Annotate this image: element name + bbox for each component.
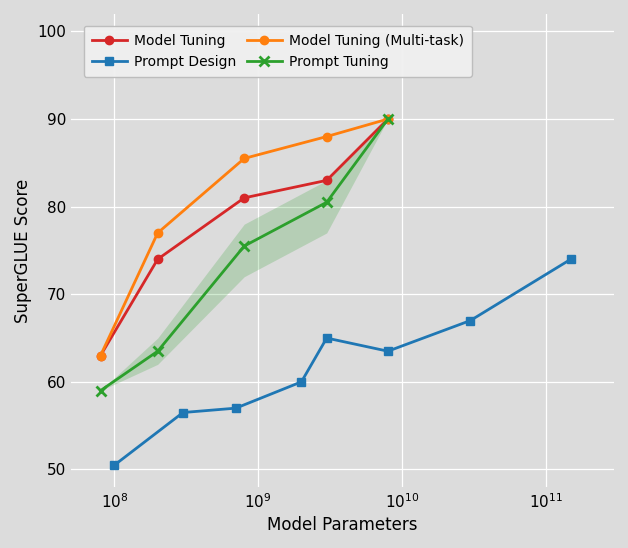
Model Tuning	[323, 177, 330, 184]
Prompt Design	[298, 379, 305, 385]
Line: Prompt Tuning: Prompt Tuning	[95, 114, 392, 396]
Model Tuning (Multi-task)	[154, 230, 161, 236]
Prompt Tuning	[323, 199, 330, 206]
Prompt Tuning	[154, 348, 161, 355]
Line: Model Tuning (Multi-task): Model Tuning (Multi-task)	[96, 115, 392, 359]
Prompt Design	[467, 317, 474, 324]
Model Tuning	[154, 256, 161, 262]
Line: Prompt Design: Prompt Design	[111, 255, 575, 469]
Model Tuning (Multi-task)	[323, 133, 330, 140]
X-axis label: Model Parameters: Model Parameters	[268, 516, 418, 534]
Prompt Tuning	[241, 243, 248, 249]
Legend: Model Tuning, Prompt Design, Model Tuning (Multi-task), Prompt Tuning: Model Tuning, Prompt Design, Model Tunin…	[84, 26, 472, 77]
Prompt Design	[232, 405, 240, 412]
Prompt Design	[111, 462, 118, 469]
Model Tuning (Multi-task)	[384, 116, 392, 122]
Line: Model Tuning: Model Tuning	[96, 115, 392, 359]
Prompt Tuning	[97, 387, 104, 394]
Prompt Design	[384, 348, 392, 355]
Model Tuning (Multi-task)	[97, 352, 104, 359]
Model Tuning	[384, 116, 392, 122]
Model Tuning	[241, 195, 248, 201]
Prompt Design	[179, 409, 187, 416]
Prompt Tuning	[384, 116, 392, 122]
Model Tuning	[97, 352, 104, 359]
Y-axis label: SuperGLUE Score: SuperGLUE Score	[14, 178, 32, 323]
Prompt Design	[323, 335, 330, 341]
Prompt Design	[567, 256, 575, 262]
Model Tuning (Multi-task)	[241, 155, 248, 162]
